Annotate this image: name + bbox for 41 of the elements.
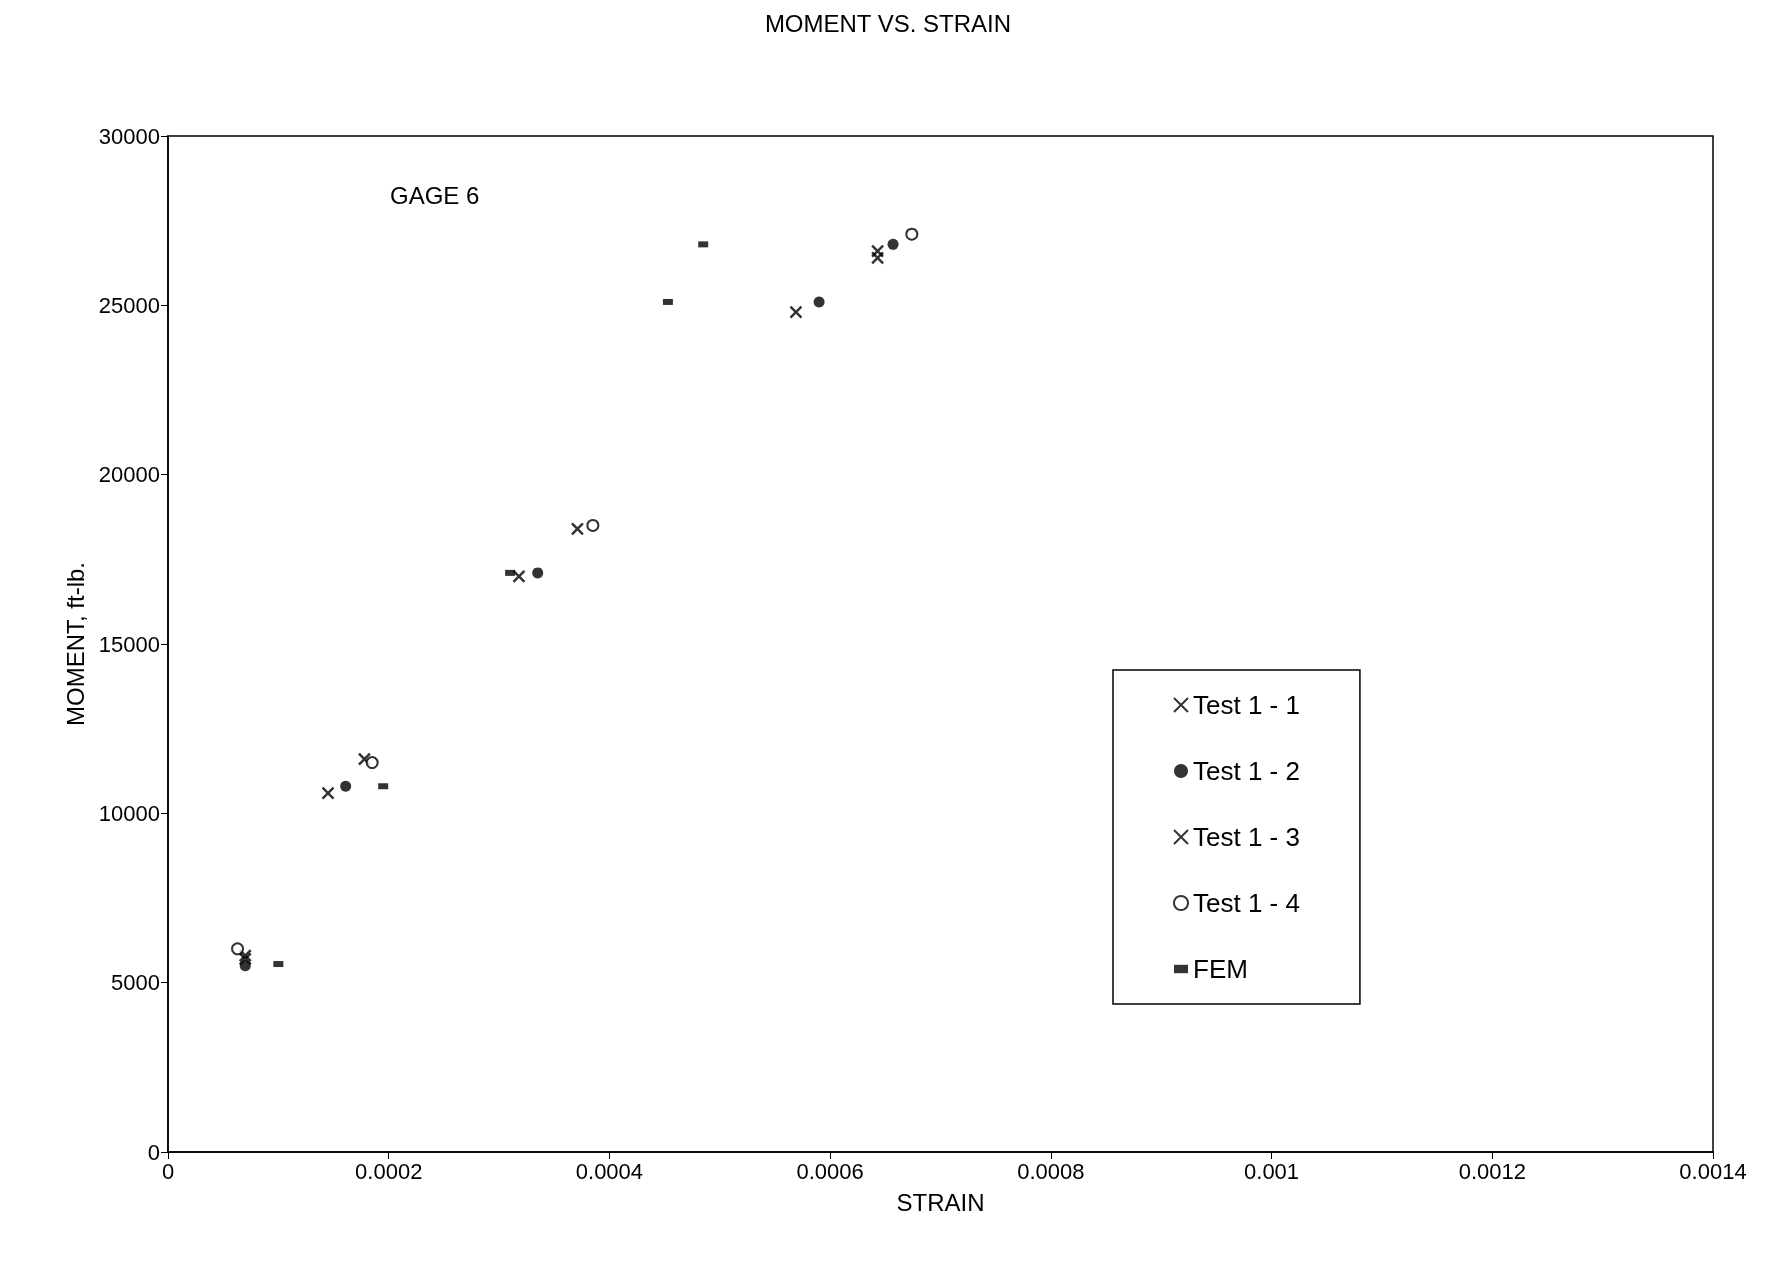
x-tick-label: 0.0012 [1458, 1158, 1526, 1184]
point [512, 569, 526, 584]
point [321, 786, 335, 800]
y-tick-label: 30000 [98, 123, 160, 149]
legend-label: Test 1 - 3 [1193, 822, 1300, 852]
x-tick-label: 0.0006 [796, 1158, 864, 1184]
x-tick-label: 0.0008 [1017, 1158, 1085, 1184]
y-tick-label: 15000 [98, 631, 160, 657]
point [238, 952, 252, 966]
y-tick-label: 20000 [98, 462, 160, 488]
chart-title: MOMENT VS. STRAIN [764, 9, 1012, 37]
point [340, 780, 352, 792]
y-axis-title: MOMENT, ft-lb. [62, 561, 90, 727]
point [905, 227, 919, 241]
point [586, 518, 600, 532]
y-tick-label: 0 [147, 1139, 160, 1165]
y-tick-label: 5000 [111, 970, 160, 996]
legend-label: Test 1 - 4 [1193, 888, 1300, 918]
point [789, 305, 803, 319]
y-tick-label: 25000 [98, 292, 160, 318]
x-tick-label: 0.001 [1244, 1158, 1300, 1184]
x-tick-label: 0.0014 [1679, 1158, 1747, 1184]
point [870, 244, 885, 258]
point [532, 567, 544, 579]
point [239, 960, 251, 972]
legend-label: Test 1 - 1 [1193, 690, 1300, 720]
point [357, 752, 372, 766]
point [870, 251, 885, 265]
y-tick-label: 10000 [98, 800, 160, 826]
x-tick-label: 0.0002 [355, 1158, 423, 1184]
point [813, 296, 825, 308]
x-axis-title: STRAIN [896, 1188, 985, 1216]
annotation: GAGE 6 [390, 181, 480, 209]
legend-label: Test 1 - 2 [1193, 756, 1300, 786]
point [365, 756, 379, 770]
point [238, 948, 252, 963]
point [231, 942, 245, 956]
legend-label: FEM [1193, 954, 1248, 984]
point [887, 238, 899, 250]
point [570, 522, 585, 536]
x-tick-label: 0.0004 [575, 1158, 644, 1184]
